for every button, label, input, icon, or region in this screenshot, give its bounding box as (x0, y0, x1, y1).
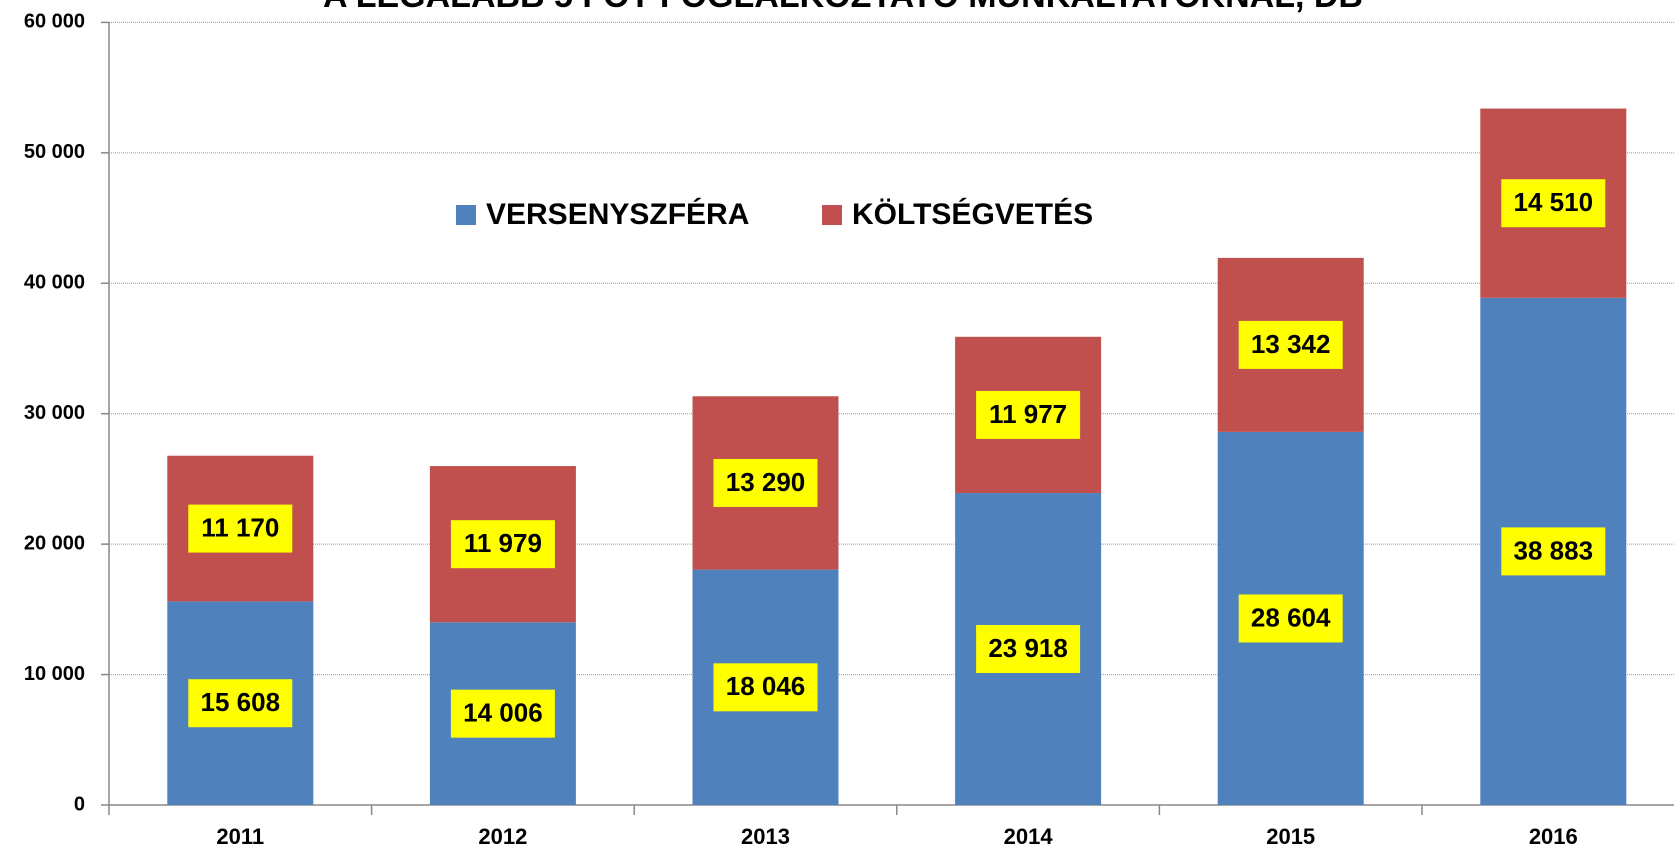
x-tick-label: 2014 (1004, 824, 1054, 849)
data-label: 13 342 (1238, 320, 1343, 369)
data-label: 13 290 (713, 458, 818, 507)
legend-swatch (822, 205, 842, 225)
data-label: 15 608 (188, 679, 293, 728)
x-tick-label: 2011 (216, 824, 264, 849)
data-label: 28 604 (1238, 594, 1343, 643)
data-label-box (188, 679, 293, 728)
chart-title: A LEGALÁBB 5 FŐT FOGLALKOZTATÓ MUNKÁLTAT… (323, 0, 1363, 15)
data-label-text: 13 290 (726, 467, 806, 497)
y-tick-label: 30 000 (24, 402, 85, 424)
data-label-box (713, 458, 818, 507)
data-label-text: 23 918 (988, 633, 1068, 663)
x-tick-label: 2015 (1266, 824, 1315, 849)
data-label-text: 13 342 (1251, 329, 1331, 359)
data-label-box (713, 663, 818, 712)
data-label: 11 979 (450, 520, 555, 569)
data-label-text: 28 604 (1251, 602, 1331, 632)
y-tick-label: 60 000 (24, 11, 85, 33)
y-tick-label: 10 000 (24, 663, 85, 685)
y-tick-label: 40 000 (24, 272, 85, 294)
data-label: 14 006 (450, 689, 555, 738)
data-label-box (188, 504, 293, 553)
data-label-box (976, 390, 1081, 439)
data-label-box (1238, 594, 1343, 643)
legend-label: VERSENYSZFÉRA (486, 197, 749, 231)
data-label-text: 14 510 (1514, 187, 1594, 217)
data-label-text: 18 046 (726, 671, 806, 701)
data-label: 38 883 (1501, 527, 1606, 576)
data-label-box (1238, 320, 1343, 369)
data-label-box (1501, 179, 1606, 228)
data-label: 18 046 (713, 663, 818, 712)
y-tick-label: 0 (74, 793, 85, 815)
data-label: 11 170 (188, 504, 293, 553)
data-label: 11 977 (976, 390, 1081, 439)
y-tick-label: 20 000 (24, 532, 85, 554)
x-tick-label: 2016 (1529, 824, 1578, 849)
data-label-box (976, 625, 1081, 674)
data-label-text: 14 006 (463, 698, 543, 728)
x-tick-label: 2012 (478, 824, 527, 849)
data-label: 23 918 (976, 625, 1081, 674)
legend-swatch (456, 205, 476, 225)
data-label-text: 38 883 (1514, 535, 1594, 565)
data-label-text: 11 170 (201, 512, 279, 542)
data-label-text: 11 977 (989, 399, 1067, 429)
x-tick-label: 2013 (741, 824, 790, 849)
data-label-box (450, 689, 555, 738)
data-label-box (1501, 527, 1606, 576)
data-label-text: 15 608 (201, 687, 281, 717)
data-label-box (450, 520, 555, 569)
data-label: 14 510 (1501, 179, 1606, 228)
legend-label: KÖLTSÉGVETÉS (852, 197, 1093, 231)
y-tick-label: 50 000 (24, 141, 85, 163)
data-label-text: 11 979 (464, 528, 542, 558)
